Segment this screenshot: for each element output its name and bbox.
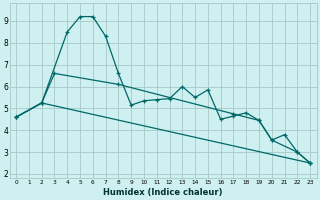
X-axis label: Humidex (Indice chaleur): Humidex (Indice chaleur)	[103, 188, 223, 197]
